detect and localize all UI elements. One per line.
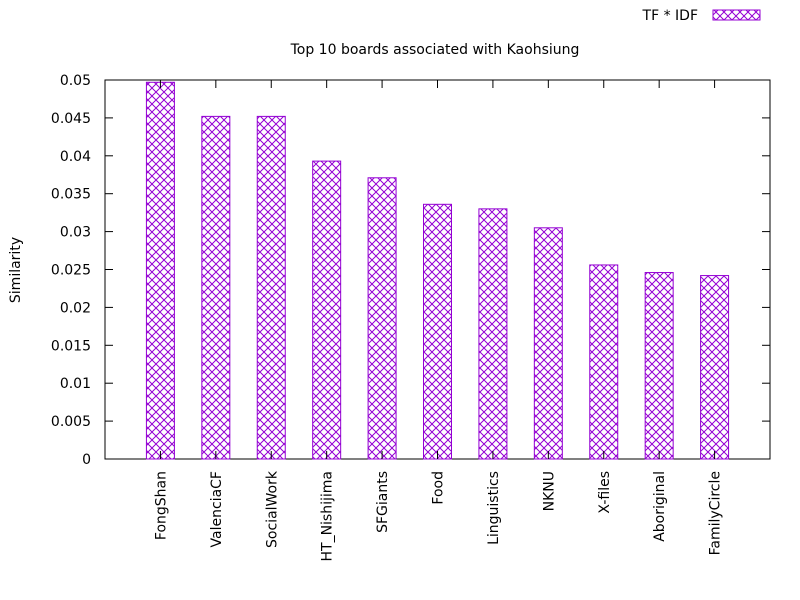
y-tick-label: 0.015 bbox=[51, 338, 91, 354]
y-tick-label: 0.05 bbox=[60, 73, 91, 89]
y-axis-label: Similarity bbox=[8, 237, 24, 303]
bar bbox=[644, 272, 674, 460]
bar bbox=[312, 160, 342, 460]
x-tick-label: HT_Nishijima bbox=[320, 471, 336, 562]
bar bbox=[423, 203, 452, 460]
x-tick-label: Food bbox=[431, 471, 447, 505]
x-tick-label: X-files bbox=[597, 471, 613, 514]
legend-swatch bbox=[712, 9, 761, 21]
y-tick-label: 0.02 bbox=[60, 300, 91, 316]
y-tick-label: 0 bbox=[82, 452, 91, 468]
bar bbox=[256, 115, 286, 460]
y-tick-label: 0.025 bbox=[51, 263, 91, 279]
y-tick-label: 0.03 bbox=[60, 225, 91, 241]
bar bbox=[700, 275, 730, 460]
bar bbox=[145, 81, 175, 460]
y-tick-label: 0.04 bbox=[60, 149, 91, 165]
bar bbox=[589, 264, 619, 460]
x-tick-label: SFGiants bbox=[375, 471, 391, 533]
bar bbox=[367, 177, 397, 460]
x-tick-label: FongShan bbox=[153, 471, 169, 540]
y-tick-label: 0.035 bbox=[51, 187, 91, 203]
y-tick-label: 0.005 bbox=[51, 414, 91, 430]
x-tick-label: ValenciaCF bbox=[209, 471, 225, 547]
x-tick-label: SocialWork bbox=[264, 470, 280, 548]
x-tick-label: NKNU bbox=[541, 471, 557, 511]
bar bbox=[201, 115, 231, 460]
chart-title: Top 10 boards associated with Kaohsiung bbox=[290, 42, 580, 58]
y-tick-label: 0.045 bbox=[51, 111, 91, 127]
x-tick-label: Aboriginal bbox=[652, 471, 668, 542]
bar bbox=[533, 227, 563, 460]
x-tick-label: Linguistics bbox=[486, 471, 502, 545]
bar bbox=[478, 208, 508, 460]
x-tick-label: FamilyCircle bbox=[708, 471, 724, 555]
legend: TF * IDF bbox=[642, 8, 761, 24]
legend-label: TF * IDF bbox=[642, 8, 698, 24]
y-tick-label: 0.01 bbox=[60, 376, 91, 392]
